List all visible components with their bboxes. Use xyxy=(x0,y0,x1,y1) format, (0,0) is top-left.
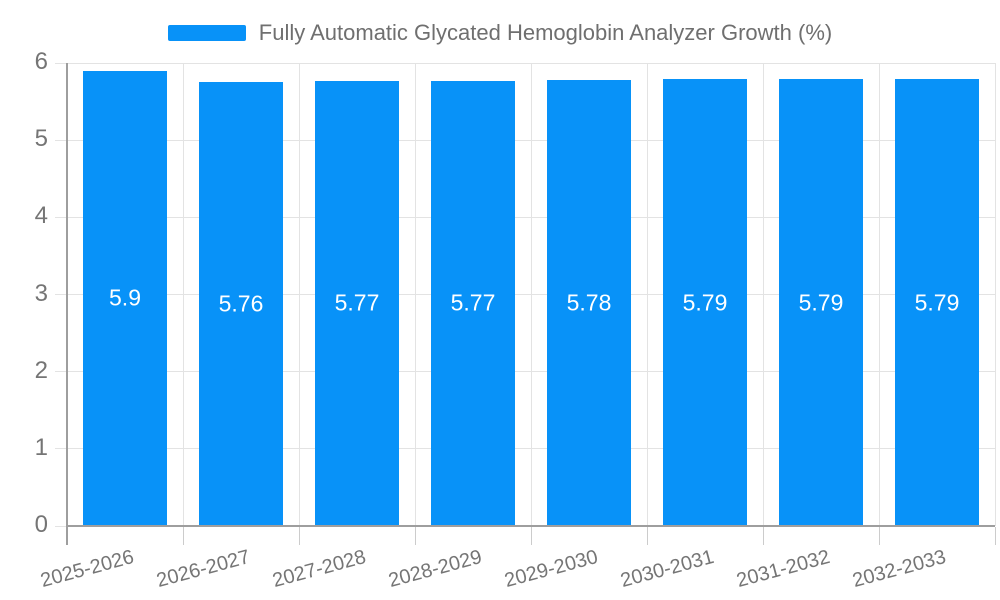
bar-value-label: 5.76 xyxy=(218,290,264,317)
x-axis-tick xyxy=(298,527,300,545)
y-axis-tick-label: 0 xyxy=(34,511,48,539)
bar[interactable] xyxy=(663,79,747,525)
bar[interactable] xyxy=(199,81,283,525)
bar-value-label: 5.79 xyxy=(798,289,844,316)
bar[interactable] xyxy=(315,80,399,525)
gridline-vertical xyxy=(762,63,764,526)
x-axis-category-label: 2032-2033 xyxy=(850,546,949,593)
legend-item[interactable]: Fully Automatic Glycated Hemoglobin Anal… xyxy=(0,15,1000,51)
x-axis-tick xyxy=(530,527,532,545)
x-axis-category-label: 2025-2026 xyxy=(38,546,137,593)
x-axis-tick xyxy=(994,527,996,545)
bar[interactable] xyxy=(895,79,979,525)
x-axis-tick xyxy=(762,527,764,545)
x-axis-tick xyxy=(182,527,184,545)
bar[interactable] xyxy=(83,70,167,525)
x-axis-category-label: 2031-2032 xyxy=(734,546,833,593)
y-axis-tick xyxy=(55,294,66,295)
y-axis-tick-label: 5 xyxy=(34,125,48,153)
y-axis-tick xyxy=(55,371,66,373)
x-axis-category-label: 2026-2027 xyxy=(154,546,253,593)
y-axis-line xyxy=(66,63,68,545)
y-axis-tick xyxy=(55,525,66,527)
gridline-vertical xyxy=(298,63,300,526)
y-axis-tick xyxy=(55,216,66,218)
bar-value-label: 5.79 xyxy=(914,289,960,316)
gridline-vertical xyxy=(878,63,880,526)
bar-value-label: 5.79 xyxy=(682,289,728,316)
bar-value-label: 5.77 xyxy=(450,289,496,316)
legend-swatch-icon xyxy=(167,25,246,41)
bar-value-label: 5.9 xyxy=(109,284,141,311)
gridline-vertical xyxy=(182,63,184,526)
gridline-vertical xyxy=(530,63,532,526)
gridline-vertical xyxy=(414,63,416,526)
x-axis-tick xyxy=(414,527,416,545)
x-axis-category-label: 2027-2028 xyxy=(270,546,369,593)
y-axis-tick xyxy=(55,448,66,450)
x-axis-category-label: 2029-2030 xyxy=(502,546,601,593)
x-axis-tick xyxy=(878,527,880,545)
x-axis-tick xyxy=(646,527,648,545)
legend-label: Fully Automatic Glycated Hemoglobin Anal… xyxy=(258,20,833,45)
y-axis-tick-label: 4 xyxy=(34,202,48,230)
bar[interactable] xyxy=(779,79,863,525)
y-axis-tick-label: 2 xyxy=(34,356,48,384)
y-axis-tick xyxy=(55,62,66,64)
bar-value-label: 5.77 xyxy=(334,289,380,316)
gridline-vertical xyxy=(646,63,648,526)
x-axis-line xyxy=(66,525,995,527)
y-axis-tick-label: 3 xyxy=(34,279,48,307)
x-axis-category-label: 2030-2031 xyxy=(618,546,717,593)
gridline-vertical xyxy=(994,63,996,526)
y-axis-tick xyxy=(55,139,66,141)
y-axis-tick-label: 1 xyxy=(34,433,48,461)
y-axis-tick-label: 6 xyxy=(34,48,48,76)
bar-value-label: 5.78 xyxy=(566,289,612,316)
bar[interactable] xyxy=(547,79,631,525)
bar[interactable] xyxy=(431,80,515,525)
x-axis-category-label: 2028-2029 xyxy=(386,546,485,593)
